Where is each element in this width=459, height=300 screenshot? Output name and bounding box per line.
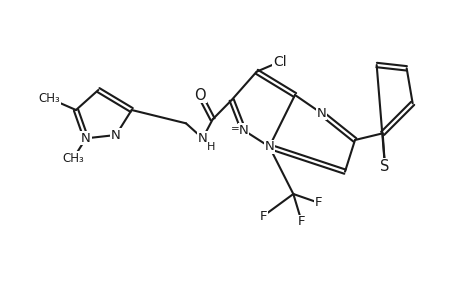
Text: H: H — [206, 142, 214, 152]
Text: N: N — [316, 107, 326, 120]
Text: F: F — [297, 215, 305, 228]
Text: N: N — [81, 132, 91, 145]
Text: CH₃: CH₃ — [62, 152, 84, 165]
Text: CH₃: CH₃ — [39, 92, 60, 105]
Text: O: O — [194, 88, 205, 103]
Text: F: F — [259, 209, 267, 223]
Text: N: N — [197, 132, 207, 145]
Text: F: F — [314, 196, 321, 209]
Text: N: N — [264, 140, 274, 153]
Text: Cl: Cl — [273, 55, 286, 69]
Text: S: S — [380, 159, 389, 174]
Text: N: N — [238, 124, 248, 136]
Text: N: N — [111, 128, 121, 142]
Text: =: = — [230, 124, 239, 134]
